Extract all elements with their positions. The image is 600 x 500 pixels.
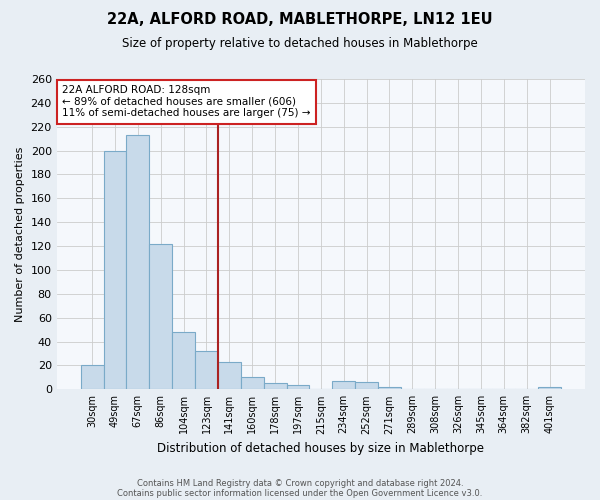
- Bar: [127, 135, 149, 390]
- Y-axis label: Number of detached properties: Number of detached properties: [15, 146, 25, 322]
- Text: 22A ALFORD ROAD: 128sqm
← 89% of detached houses are smaller (606)
11% of semi-d: 22A ALFORD ROAD: 128sqm ← 89% of detache…: [62, 85, 310, 118]
- Bar: [332, 381, 355, 390]
- Text: Contains public sector information licensed under the Open Government Licence v3: Contains public sector information licen…: [118, 488, 482, 498]
- Text: Contains HM Land Registry data © Crown copyright and database right 2024.: Contains HM Land Registry data © Crown c…: [137, 478, 463, 488]
- Text: 22A, ALFORD ROAD, MABLETHORPE, LN12 1EU: 22A, ALFORD ROAD, MABLETHORPE, LN12 1EU: [107, 12, 493, 28]
- Bar: [378, 387, 401, 390]
- Bar: [172, 332, 195, 390]
- Bar: [104, 150, 127, 390]
- Bar: [538, 387, 561, 390]
- Bar: [287, 384, 310, 390]
- Bar: [263, 384, 287, 390]
- X-axis label: Distribution of detached houses by size in Mablethorpe: Distribution of detached houses by size …: [157, 442, 484, 455]
- Text: Size of property relative to detached houses in Mablethorpe: Size of property relative to detached ho…: [122, 38, 478, 51]
- Bar: [241, 378, 263, 390]
- Bar: [149, 244, 172, 390]
- Bar: [195, 351, 218, 390]
- Bar: [355, 382, 378, 390]
- Bar: [218, 362, 241, 390]
- Bar: [80, 366, 104, 390]
